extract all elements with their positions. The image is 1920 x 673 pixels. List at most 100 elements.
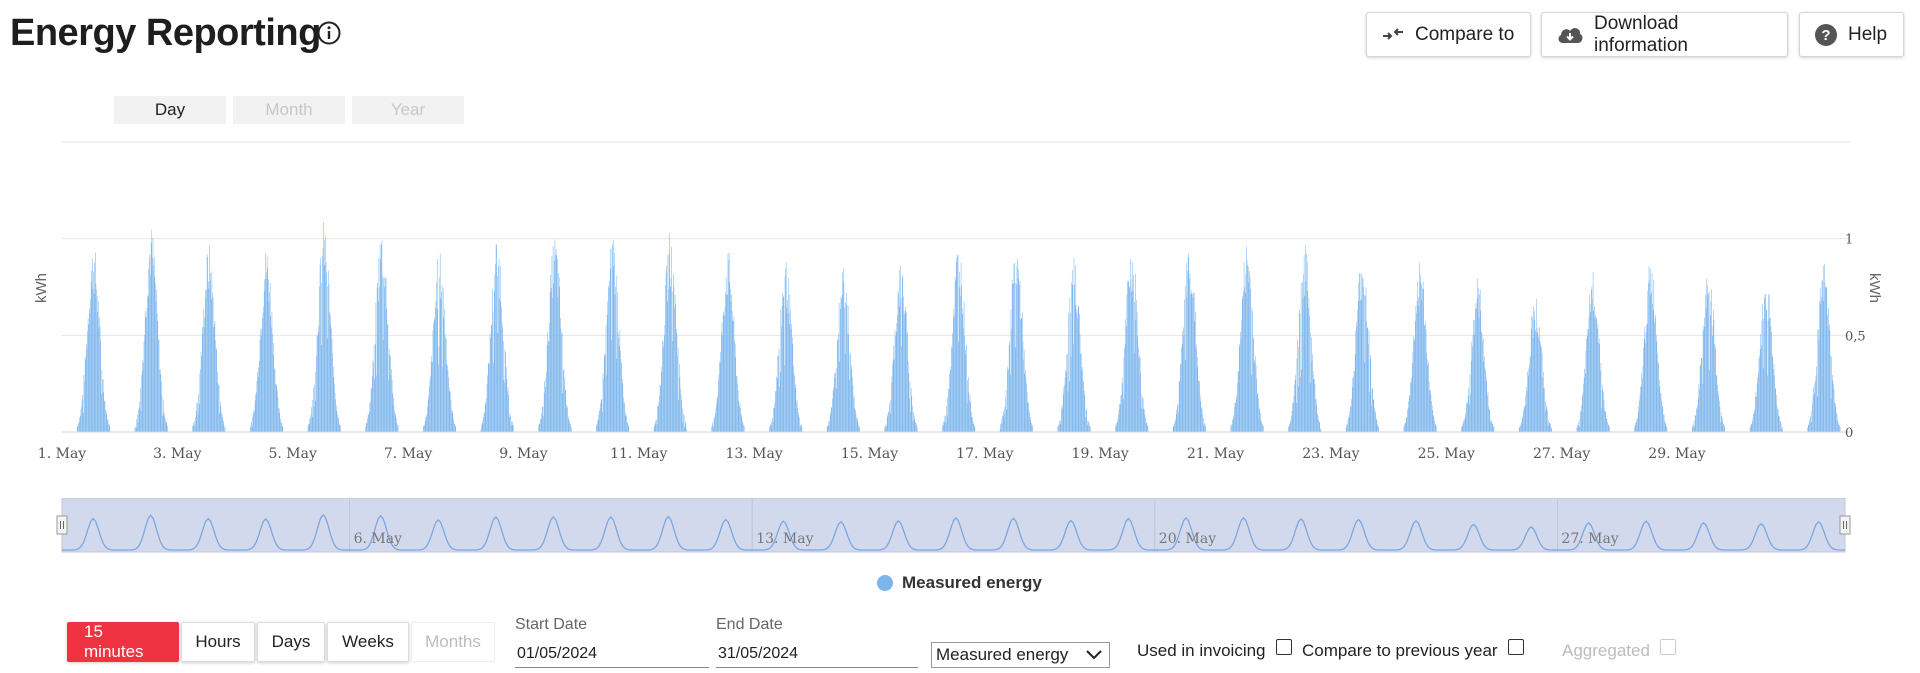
energy-bar xyxy=(1721,416,1722,432)
x-tick-label: 29. May xyxy=(1648,446,1705,462)
download-information-button[interactable]: Download information xyxy=(1541,12,1788,57)
energy-bar xyxy=(1658,380,1660,432)
energy-bar xyxy=(164,414,165,432)
energy-bar xyxy=(1031,423,1032,432)
energy-bar xyxy=(1694,415,1696,432)
energy-bar xyxy=(1175,414,1177,432)
energy-bar xyxy=(101,369,103,432)
energy-bar xyxy=(680,394,682,432)
energy-bar xyxy=(1660,393,1661,432)
energy-bar xyxy=(782,295,784,432)
energy-bar xyxy=(903,296,904,432)
navigator-tick-label: 6. May xyxy=(354,531,402,547)
resolution-days-button[interactable]: Days xyxy=(257,622,325,662)
energy-bar xyxy=(165,420,166,432)
energy-bar xyxy=(1580,411,1582,432)
chart-navigator[interactable]: 6. May 13. May 20. May 27. May xyxy=(55,498,1865,558)
energy-bar xyxy=(888,412,889,432)
energy-bar xyxy=(898,306,900,432)
energy-bar xyxy=(1646,324,1648,432)
energy-bar xyxy=(1294,384,1295,432)
measure-select[interactable]: Measured energy xyxy=(931,642,1110,668)
tab-year[interactable]: Year xyxy=(352,96,464,124)
energy-bar xyxy=(1600,362,1602,432)
navigator-handle-right[interactable] xyxy=(1839,515,1851,535)
energy-bar xyxy=(207,256,208,432)
navigator-handle-left[interactable] xyxy=(56,515,68,535)
energy-bar xyxy=(1172,426,1174,432)
energy-bar xyxy=(1001,418,1003,432)
energy-bar xyxy=(1353,370,1355,432)
energy-bar xyxy=(946,397,948,432)
resolution-weeks-button[interactable]: Weeks xyxy=(327,622,409,662)
energy-bar xyxy=(1124,344,1126,432)
energy-bar xyxy=(1754,409,1756,432)
energy-bar xyxy=(795,387,797,432)
compare-previous-year-checkbox[interactable] xyxy=(1507,639,1524,655)
energy-bar xyxy=(155,301,157,432)
energy-bar xyxy=(332,376,334,432)
energy-bar xyxy=(1241,320,1242,432)
compare-previous-year-option[interactable]: Compare to previous year xyxy=(1302,639,1524,661)
energy-bar xyxy=(730,289,731,432)
energy-bar xyxy=(323,222,324,432)
x-tick-label: 3. May xyxy=(153,446,201,462)
energy-bar xyxy=(1086,424,1088,432)
energy-bar xyxy=(1479,289,1481,432)
tab-day[interactable]: Day xyxy=(114,96,226,124)
energy-bar xyxy=(967,380,968,432)
end-date-input[interactable] xyxy=(716,640,918,668)
energy-bar xyxy=(542,406,543,432)
energy-bar xyxy=(1312,353,1313,432)
energy-bar xyxy=(1542,377,1543,432)
resolution-15-minutes-button[interactable]: 15 minutes xyxy=(67,622,179,662)
help-button[interactable]: ? Help xyxy=(1799,12,1904,57)
energy-bar xyxy=(1238,346,1240,432)
x-tick-label: 25. May xyxy=(1418,446,1475,462)
energy-bar xyxy=(723,311,725,432)
navigator-tick-label: 27. May xyxy=(1561,531,1618,547)
energy-bar xyxy=(1771,332,1772,432)
energy-bar xyxy=(1534,320,1536,432)
energy-bar xyxy=(197,402,198,432)
energy-bar xyxy=(1057,426,1059,432)
energy-bar xyxy=(1300,376,1301,432)
energy-bar xyxy=(552,297,553,432)
energy-bar xyxy=(259,339,261,432)
energy-bar xyxy=(1088,422,1090,432)
x-tick-label: 27. May xyxy=(1533,446,1590,462)
energy-bar xyxy=(208,281,209,432)
energy-bar xyxy=(268,301,270,432)
tab-month[interactable]: Month xyxy=(233,96,345,124)
energy-bar xyxy=(1295,374,1296,432)
chart-legend[interactable]: Measured energy xyxy=(877,573,1042,593)
energy-bar xyxy=(1664,423,1666,432)
energy-bar xyxy=(948,389,950,432)
energy-bar xyxy=(1634,425,1636,432)
energy-bar xyxy=(1807,427,1808,432)
energy-bar xyxy=(196,403,198,432)
energy-bar xyxy=(971,411,972,432)
energy-bar xyxy=(1187,257,1189,432)
energy-bar xyxy=(1349,411,1351,432)
used-in-invoicing-option[interactable]: Used in invoicing xyxy=(1137,639,1292,661)
energy-bar xyxy=(1177,405,1178,432)
energy-bar xyxy=(1176,409,1178,432)
energy-bar xyxy=(1007,370,1009,432)
info-icon[interactable] xyxy=(316,20,342,46)
energy-bar xyxy=(376,287,378,432)
compare-to-button[interactable]: Compare to xyxy=(1366,12,1531,57)
used-in-invoicing-checkbox[interactable] xyxy=(1275,639,1292,655)
energy-bar xyxy=(769,425,771,432)
energy-bar xyxy=(451,410,453,432)
start-date-input[interactable] xyxy=(515,640,709,668)
energy-bar xyxy=(1809,421,1810,432)
resolution-hours-button[interactable]: Hours xyxy=(181,622,255,662)
energy-bar xyxy=(1526,386,1527,432)
energy-bar xyxy=(450,400,452,432)
energy-bar xyxy=(827,426,828,432)
energy-bar xyxy=(212,292,213,432)
navigator-grid xyxy=(349,498,1558,552)
energy-bar xyxy=(159,369,161,432)
energy-bar xyxy=(313,406,315,432)
